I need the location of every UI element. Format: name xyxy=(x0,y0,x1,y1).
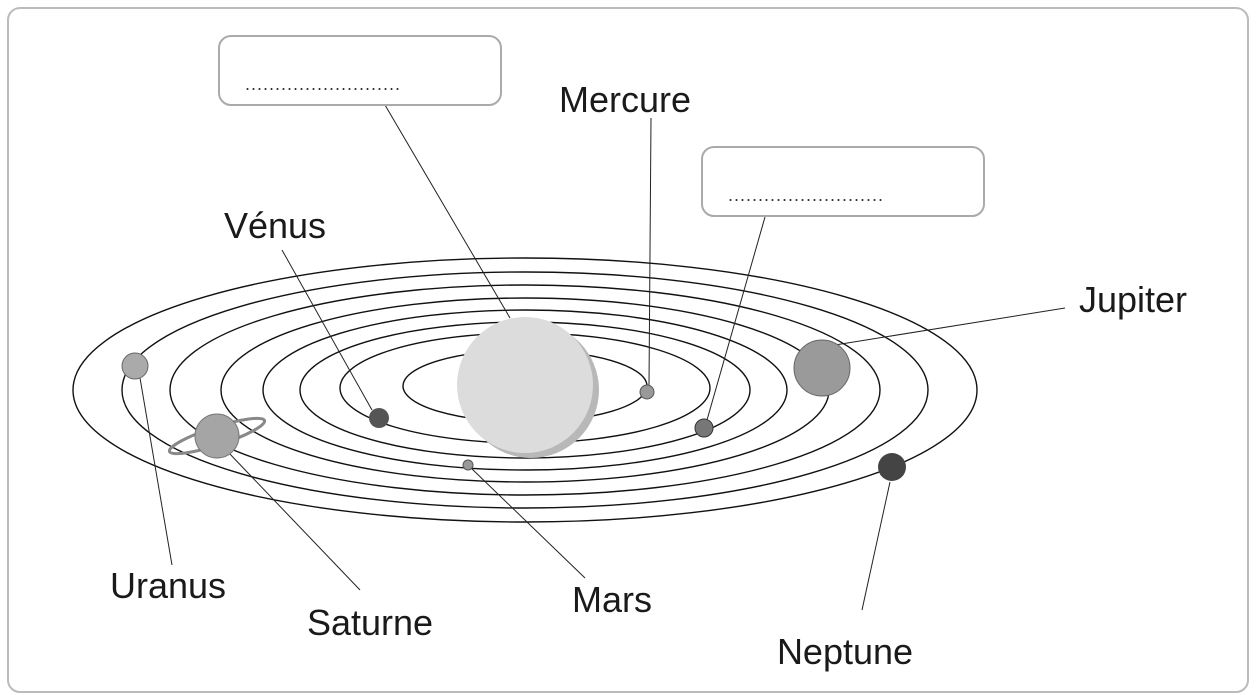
blank: .......................... xyxy=(245,74,401,94)
answer-box[interactable] xyxy=(702,147,984,216)
mars xyxy=(463,460,473,470)
planet-label: Saturne xyxy=(307,602,433,643)
uranus xyxy=(122,353,148,379)
diagram: .......................... .............… xyxy=(0,0,1257,695)
answer-box[interactable] xyxy=(219,36,501,105)
planet-label: Mercure xyxy=(559,79,691,120)
neptune xyxy=(878,453,906,481)
mercure xyxy=(640,385,654,399)
planet-label: Vénus xyxy=(224,205,326,246)
earth xyxy=(695,419,713,437)
planet-label: Uranus xyxy=(110,565,226,606)
blank: .......................... xyxy=(728,185,884,205)
venus xyxy=(369,408,389,428)
sun-body xyxy=(457,317,593,453)
planet-label: Neptune xyxy=(777,631,913,672)
jupiter xyxy=(794,340,850,396)
planet-label: Jupiter xyxy=(1079,279,1187,320)
saturne xyxy=(195,414,239,458)
planet-label: Mars xyxy=(572,579,652,620)
